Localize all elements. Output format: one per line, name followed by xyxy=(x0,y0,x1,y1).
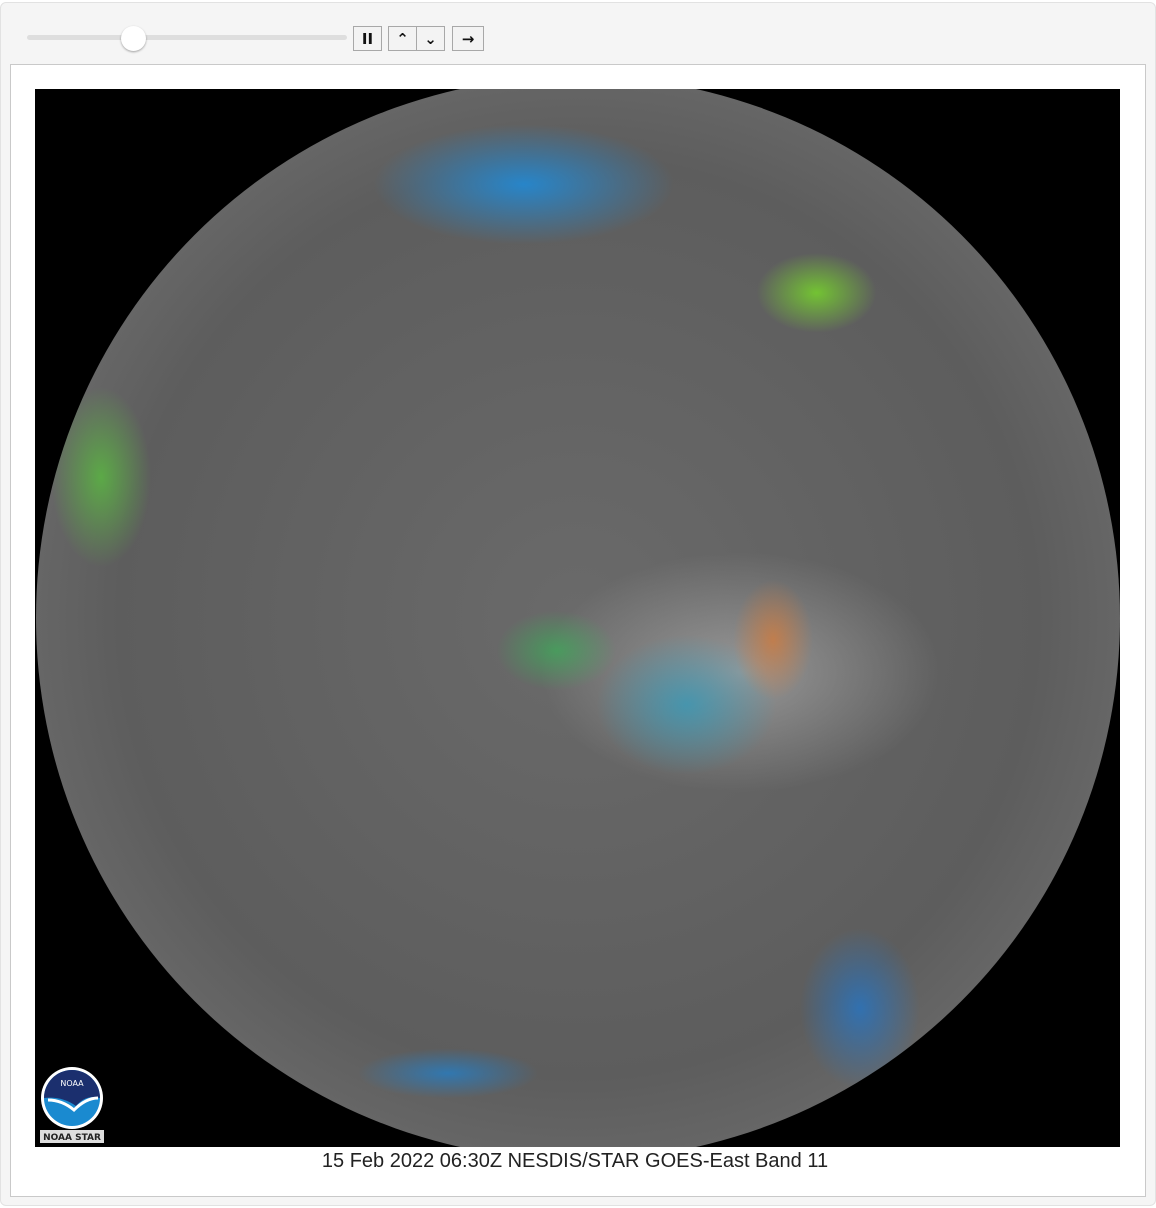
image-caption: 15 Feb 2022 06:30Z NESDIS/STAR GOES-East… xyxy=(321,1150,829,1172)
step-forward-button[interactable]: → xyxy=(452,26,484,51)
faster-button[interactable]: ⌃ xyxy=(388,26,417,51)
arrow-right-icon: → xyxy=(461,29,475,48)
pause-button[interactable]: II xyxy=(353,26,382,51)
svg-text:NOAA: NOAA xyxy=(60,1079,84,1088)
frame-slider-thumb[interactable] xyxy=(120,26,146,51)
satellite-image: NOAA NOAA STAR xyxy=(35,89,1120,1147)
double-chevron-down-icon: ⌄ xyxy=(424,29,437,48)
frame-slider[interactable] xyxy=(27,35,347,40)
double-chevron-up-icon: ⌃ xyxy=(396,29,409,48)
slower-button[interactable]: ⌄ xyxy=(416,26,445,51)
noaa-logo: NOAA NOAA STAR xyxy=(40,1067,104,1143)
pause-icon: II xyxy=(361,29,374,48)
svg-text:NOAA STAR: NOAA STAR xyxy=(43,1133,101,1143)
earth-disk xyxy=(36,89,1120,1147)
